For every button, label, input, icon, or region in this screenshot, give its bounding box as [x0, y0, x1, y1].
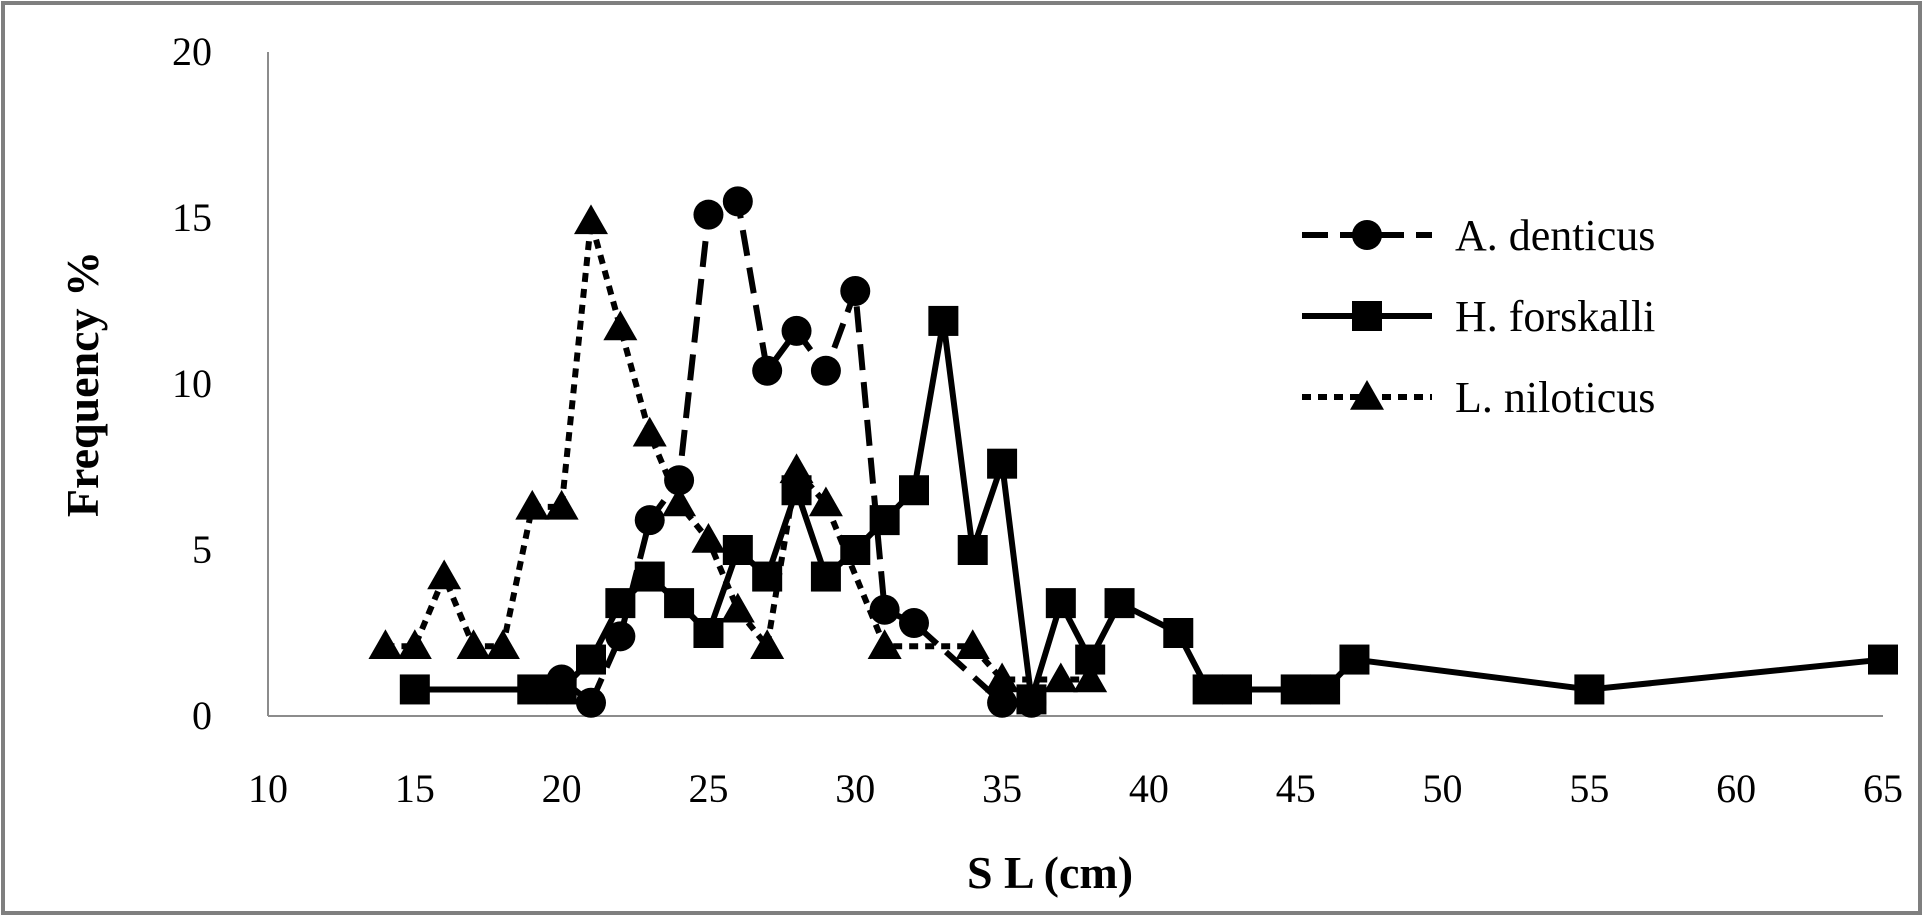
data-point	[456, 629, 491, 660]
data-point	[1868, 644, 1898, 675]
data-point	[781, 315, 812, 346]
x-tick-label: 40	[1129, 766, 1169, 811]
data-point	[1222, 674, 1252, 705]
data-point	[1045, 588, 1076, 619]
data-point	[752, 355, 783, 386]
legend: A. denticus H. forskalli L. niloticus	[1302, 211, 1655, 422]
x-tick-label: 45	[1276, 766, 1316, 811]
data-point	[1043, 662, 1078, 693]
data-point	[693, 199, 724, 230]
data-point	[546, 674, 577, 705]
y-tick-label: 0	[192, 693, 212, 738]
data-point	[869, 505, 900, 536]
data-point	[603, 310, 638, 341]
y-tick-labels: 0 5 10 15 20	[172, 29, 212, 738]
data-point	[634, 561, 665, 592]
data-point	[899, 608, 929, 639]
data-point	[955, 629, 990, 660]
data-point	[517, 674, 548, 705]
data-point	[1073, 662, 1108, 693]
series-line	[414, 317, 1884, 703]
data-point	[750, 629, 785, 660]
data-point	[1310, 674, 1341, 705]
data-point	[985, 662, 1020, 693]
x-tick-label: 20	[542, 766, 582, 811]
data-point	[867, 629, 902, 660]
x-tick-label: 35	[982, 766, 1022, 811]
x-tick-label: 65	[1863, 766, 1903, 811]
x-tick-label: 55	[1569, 766, 1609, 811]
y-tick-label: 15	[172, 195, 212, 240]
data-point	[544, 489, 579, 520]
data-point	[605, 621, 636, 652]
data-point	[722, 535, 753, 565]
y-axis-title: Frequency %	[57, 251, 108, 517]
data-point	[779, 453, 814, 484]
data-point	[899, 475, 929, 506]
legend-marker	[1352, 220, 1382, 250]
x-tick-label: 15	[395, 766, 435, 811]
x-tick-label: 25	[688, 766, 728, 811]
y-tick-label: 10	[172, 361, 212, 406]
data-point	[1016, 684, 1047, 715]
data-point	[634, 505, 665, 536]
data-point	[397, 629, 432, 660]
data-point	[810, 355, 841, 386]
data-point	[574, 204, 608, 235]
data-point	[1280, 674, 1311, 705]
data-point	[1339, 644, 1370, 675]
data-point	[1104, 588, 1135, 619]
data-point	[840, 276, 871, 307]
x-axis-title: S L (cm)	[967, 847, 1133, 898]
data-point	[1163, 618, 1194, 648]
data-point	[664, 588, 695, 619]
data-point	[808, 486, 843, 517]
data-point	[515, 489, 550, 520]
x-tick-labels: 10 15 20 25 30 35 40 45 50 55 60 65	[248, 766, 1903, 811]
y-tick-label: 20	[172, 29, 212, 74]
data-point	[987, 448, 1018, 479]
data-point	[1574, 674, 1605, 705]
data-point	[720, 592, 755, 623]
series-layer	[368, 186, 1898, 718]
data-point	[632, 416, 667, 447]
data-point	[987, 687, 1018, 718]
x-tick-label: 50	[1423, 766, 1463, 811]
y-tick-label: 5	[192, 527, 212, 572]
data-point	[691, 523, 726, 553]
data-point	[485, 629, 520, 660]
data-point	[840, 535, 871, 565]
series-2	[368, 204, 1108, 693]
data-point	[399, 674, 430, 705]
legend-label: A. denticus	[1455, 211, 1655, 260]
legend-label: L. niloticus	[1455, 373, 1655, 422]
legend-marker	[1350, 380, 1384, 410]
data-point	[869, 594, 900, 625]
series-1	[399, 305, 1898, 715]
x-tick-label: 10	[248, 766, 288, 811]
legend-marker	[1352, 301, 1382, 331]
data-point	[928, 305, 959, 336]
x-tick-label: 60	[1716, 766, 1756, 811]
data-point	[605, 588, 636, 619]
data-point	[1192, 674, 1223, 705]
data-point	[693, 618, 724, 648]
legend-label: H. forskalli	[1455, 292, 1655, 341]
x-tick-label: 30	[835, 766, 875, 811]
data-point	[722, 186, 753, 217]
data-point	[957, 535, 988, 565]
data-point	[576, 687, 606, 718]
data-point	[576, 644, 606, 675]
data-point	[427, 559, 462, 590]
data-point	[810, 561, 841, 592]
data-point	[368, 629, 403, 660]
data-point	[662, 486, 697, 517]
